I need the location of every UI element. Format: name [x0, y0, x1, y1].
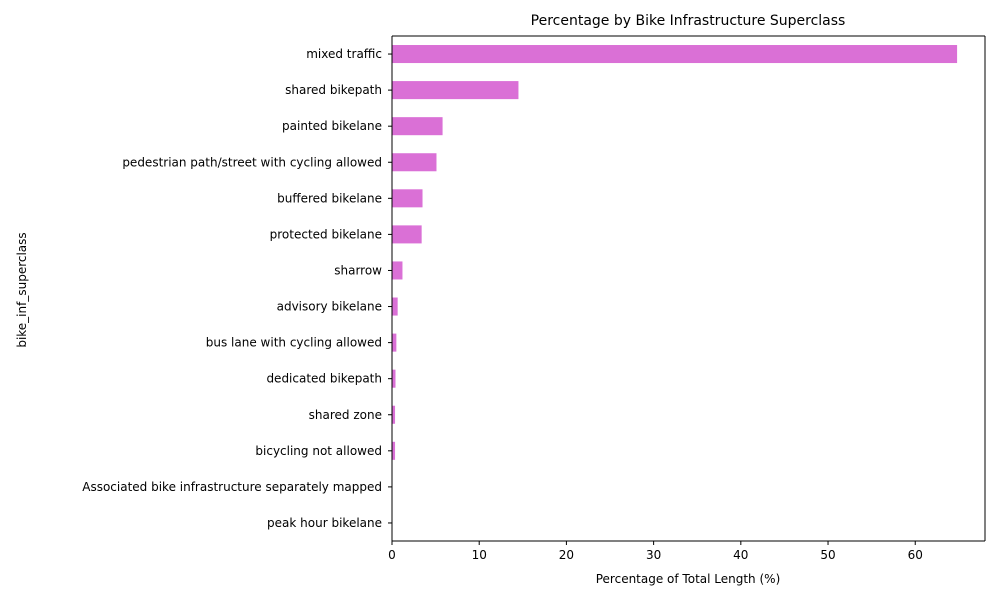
y-tick-label: dedicated bikepath	[266, 372, 382, 386]
y-tick-label: shared zone	[309, 408, 382, 422]
bar	[392, 297, 398, 316]
bar	[392, 81, 519, 100]
y-tick-label: painted bikelane	[282, 119, 382, 133]
bar	[392, 333, 397, 352]
x-tick-label: 10	[472, 548, 487, 562]
x-tick-label: 0	[388, 548, 396, 562]
bar	[392, 441, 396, 460]
bar	[392, 153, 437, 172]
y-tick-label: advisory bikelane	[277, 300, 382, 314]
y-tick-label: bus lane with cycling allowed	[206, 336, 382, 350]
y-tick-label: mixed traffic	[306, 47, 382, 61]
x-tick-label: 20	[559, 548, 574, 562]
y-tick-label: protected bikelane	[270, 227, 382, 241]
y-axis-ticks: mixed traffic shared bikepath painted bike…	[82, 47, 392, 530]
y-tick-label: buffered bikelane	[277, 191, 382, 205]
y-tick-label: Associated bike infrastructure separatel…	[82, 480, 382, 494]
bar	[392, 189, 423, 208]
y-tick-label: bicycling not allowed	[255, 444, 382, 458]
y-tick-label: shared bikepath	[285, 83, 382, 97]
bar	[392, 45, 958, 64]
bar	[392, 117, 443, 136]
y-tick-label: peak hour bikelane	[267, 516, 382, 530]
y-axis-title: bike_inf_superclass	[15, 232, 29, 347]
chart-title: Percentage by Bike Infrastructure Superc…	[531, 13, 846, 29]
y-tick-label: pedestrian path/street with cycling allo…	[122, 155, 382, 169]
x-tick-label: 50	[820, 548, 835, 562]
bars-group	[392, 45, 958, 532]
bar	[392, 369, 396, 388]
bar	[392, 261, 403, 280]
x-tick-label: 60	[908, 548, 923, 562]
y-tick-label: sharrow	[334, 263, 382, 277]
x-tick-label: 30	[646, 548, 661, 562]
x-axis-title: Percentage of Total Length (%)	[596, 572, 781, 586]
x-tick-label: 40	[733, 548, 748, 562]
x-axis-ticks: 0 10 20 30 40 50 60	[388, 541, 923, 562]
bar	[392, 225, 422, 244]
bar	[392, 405, 396, 424]
